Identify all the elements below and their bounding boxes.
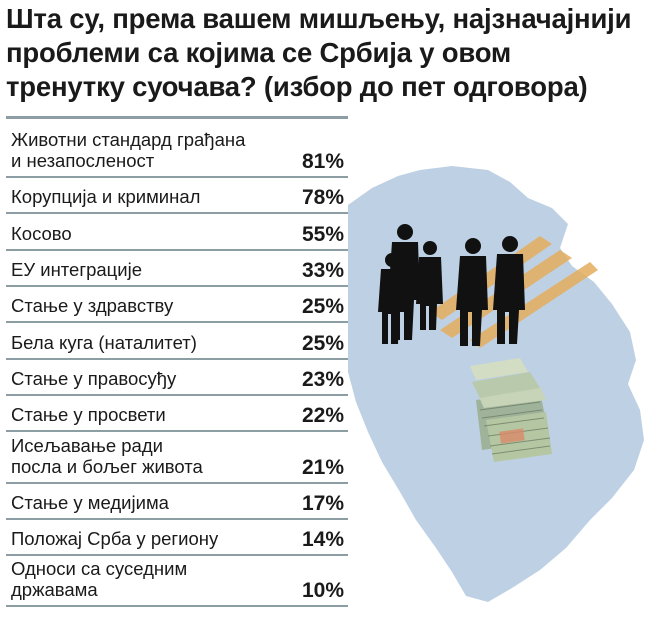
table-row: ЕУ интеграције 33% — [6, 251, 348, 287]
row-label: Стање у просвети — [6, 401, 286, 430]
table-row: Бела куга (наталитет) 25% — [6, 323, 348, 360]
row-label-line: ЕУ интеграције — [11, 259, 142, 280]
row-label: Стање у медијима — [6, 489, 286, 518]
table-row: Односи са суседним државама 10% — [6, 556, 348, 607]
row-value: 22% — [301, 404, 344, 427]
row-value: 23% — [301, 368, 344, 391]
row-label: Стање у здравству — [6, 292, 286, 321]
row-value: 21% — [301, 456, 344, 479]
row-label: Косово — [6, 220, 286, 249]
table-row: Положај Срба у региону 14% — [6, 520, 348, 556]
table-row: Стање у правосуђу 23% — [6, 360, 348, 396]
row-label-line: Стање у медијима — [11, 492, 169, 513]
row-value: 78% — [301, 186, 344, 209]
table-row: Стање у просвети 22% — [6, 396, 348, 432]
row-label-line: Односи са суседним — [11, 558, 188, 579]
row-value: 55% — [301, 223, 344, 246]
page-title: Шта су, према вашем мишљењу, најзначајни… — [6, 2, 666, 104]
row-label: Корупција и криминал — [6, 183, 286, 212]
table-row: Корупција и криминал 78% — [6, 178, 348, 214]
row-label: Бела куга (наталитет) — [6, 329, 286, 358]
row-label-line: и незапосленост — [11, 150, 155, 171]
row-label: Положај Срба у региону — [6, 525, 286, 554]
table-row: Стање у здравству 25% — [6, 287, 348, 323]
row-label-line: Положај Срба у региону — [11, 528, 219, 549]
row-label: Исељавање ради посла и бољег живота — [6, 432, 286, 482]
row-label-line: Корупција и криминал — [11, 186, 201, 207]
row-label-line: Стање у правосуђу — [11, 368, 177, 389]
row-label-line: Стање у просвети — [11, 404, 166, 425]
table-row: Стање у медијима 17% — [6, 484, 348, 520]
row-label-line: Стање у здравству — [11, 295, 174, 316]
row-value: 33% — [301, 259, 344, 282]
table-row: Исељавање ради посла и бољег живота 21% — [6, 432, 348, 484]
row-label-line: Косово — [11, 223, 72, 244]
row-label: Односи са суседним државама — [6, 555, 286, 605]
money-stack — [470, 358, 552, 462]
row-label: ЕУ интеграције — [6, 256, 286, 285]
row-value: 25% — [301, 295, 344, 318]
row-value: 10% — [301, 579, 344, 602]
businessmen-silhouettes — [378, 224, 525, 346]
row-value: 14% — [301, 528, 344, 551]
row-label-line: државама — [11, 579, 98, 600]
row-label: Животни стандард грађана и незапосленост — [6, 126, 286, 176]
row-label-line: посла и бољег живота — [11, 456, 203, 477]
row-label-line: Исељавање ради — [11, 435, 163, 456]
row-value: 81% — [301, 150, 344, 173]
row-label-line: Животни стандард грађана — [11, 129, 246, 150]
table-row: Животни стандард грађана и незапосленост 8… — [6, 119, 348, 178]
row-value: 25% — [301, 332, 344, 355]
row-label-line: Бела куга (наталитет) — [11, 332, 197, 353]
title-line: проблеми са којима се Србија у овом — [6, 37, 512, 68]
results-table: Животни стандард грађана и незапосленост 8… — [6, 116, 348, 633]
row-label: Стање у правосуђу — [6, 365, 286, 394]
title-line: тренутку суочава? (избор до пет одговора… — [6, 71, 588, 102]
title-line: Шта су, према вашем мишљењу, најзначајни… — [6, 3, 632, 34]
table-row: Косово 55% — [6, 214, 348, 251]
row-value: 17% — [301, 492, 344, 515]
